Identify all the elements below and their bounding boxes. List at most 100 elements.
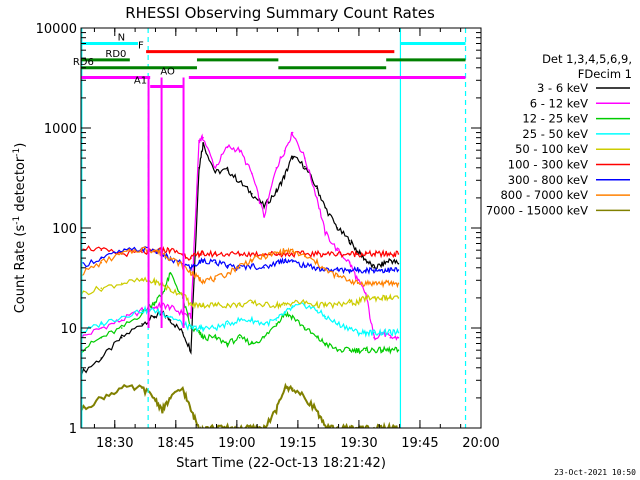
series-4-point-8 [190,304,192,306]
series-7-point-20 [316,261,318,264]
status-label-0: N [118,32,125,43]
series-6-point-22 [336,269,339,271]
series-2-point-4 [153,301,155,304]
series-3-point-23 [348,327,351,329]
series-5-point-11 [214,253,217,255]
series-line-8 [81,382,399,428]
axes: 18:30 18:45 19:00 19:15 19:30 19:45 20:00 1 10 10… [36,22,500,451]
series-6-point-20 [316,267,318,269]
series-7-point-22 [336,275,339,277]
x-tick-label-4: 19:30 [340,436,377,451]
series-0-point-2 [120,336,123,339]
series-0-point-20 [316,187,318,189]
series-4-point-10 [202,304,204,306]
series-8-point-6 [169,397,172,399]
series-4-point-23 [348,301,351,304]
series-8-point-2 [120,387,123,390]
series-line-1 [81,131,399,341]
series-0-point-9 [198,167,200,169]
series-2-point-15 [263,336,265,339]
series-1-point-11 [214,167,217,169]
series-5-point-20 [316,253,318,255]
series-4-point-28 [389,297,392,299]
series-8-point-3 [141,387,143,390]
series-0-point-8 [190,349,192,352]
series-5-point-26 [373,253,375,255]
legend-entry-3: 25 - 50 keV [522,127,588,141]
series-4-point-2 [120,282,123,285]
series-3-point-22 [336,323,339,325]
series-8-point-19 [304,397,306,399]
series-0-point-12 [226,169,229,171]
instrument-status-annotations: N F RD0 RD6 AO A1 [73,28,467,428]
status-label-2: F [138,41,144,52]
series-2-point-22 [336,349,339,352]
series-5-point-3 [141,251,143,254]
series-2-point-25 [365,349,367,352]
y-axis-label-sup1: -1 [12,216,22,225]
series-2-point-2 [120,327,123,329]
series-2-point-28 [389,349,392,352]
series-1-point-18 [291,131,294,134]
series-3-point-1 [100,323,103,325]
series-1-point-21 [324,231,327,234]
series-5-point-14 [251,253,253,255]
series-1-point-22 [336,249,339,251]
series-4-point-17 [283,304,286,306]
series-1-point-9 [198,139,200,142]
legend-header-line1: Det 1,3,4,5,6,9, [542,52,632,66]
series-6-point-11 [214,261,217,264]
series-7-point-16 [275,252,278,254]
series-8-point-1 [100,397,103,399]
series-5-point-10 [202,253,204,255]
series-3-point-29 [397,331,400,334]
series-2-point-24 [356,349,359,352]
x-tick-label-0: 18:30 [96,436,133,451]
series-3-point-11 [214,327,217,329]
series-6-point-26 [373,269,375,271]
series-2-point-6 [169,272,172,275]
series-3-point-2 [120,315,123,318]
series-6-point-29 [397,269,400,271]
series-1-point-25 [365,293,367,295]
series-1-point-14 [251,172,253,175]
series-1-point-19 [304,157,306,159]
series-1-point-10 [202,136,204,139]
series-2-point-19 [304,327,306,329]
status-label-10: A1 [134,76,147,87]
series-0-point-24 [356,250,359,253]
series-5-point-21 [324,253,327,255]
x-tick-label-2: 19:00 [218,436,255,451]
series-0-point-28 [389,259,392,261]
series-0-point-27 [381,263,383,266]
series-2-point-20 [316,336,318,339]
series-7-point-28 [389,282,392,285]
x-tick-label-5: 19:45 [401,436,438,451]
legend-entry-7: 800 - 7000 keV [500,188,588,202]
series-1-point-20 [316,197,318,199]
series-1-point-8 [190,315,192,318]
status-label-3: RD0 [105,49,126,60]
series-7-point-17 [283,250,286,252]
series-3-point-20 [316,309,318,312]
series-7-point-13 [238,264,241,267]
series-2-point-21 [324,342,327,345]
series-6-point-17 [283,259,286,261]
series-7-point-25 [365,282,367,285]
series-2-point-26 [373,349,375,352]
y-axis-label-end: ) [13,143,28,148]
series-line-0 [81,141,399,377]
series-5-point-28 [389,253,392,255]
series-0-point-18 [291,155,294,158]
series-4-point-16 [275,304,278,306]
series-4-point-9 [198,304,200,306]
series-5-point-23 [348,253,351,255]
series-2-point-13 [238,336,241,339]
series-7-point-26 [373,282,375,285]
series-7-point-1 [100,261,103,264]
series-5-point-8 [190,257,192,259]
series-8-point-20 [316,409,318,412]
y-tick-label-3: 1000 [44,122,77,137]
